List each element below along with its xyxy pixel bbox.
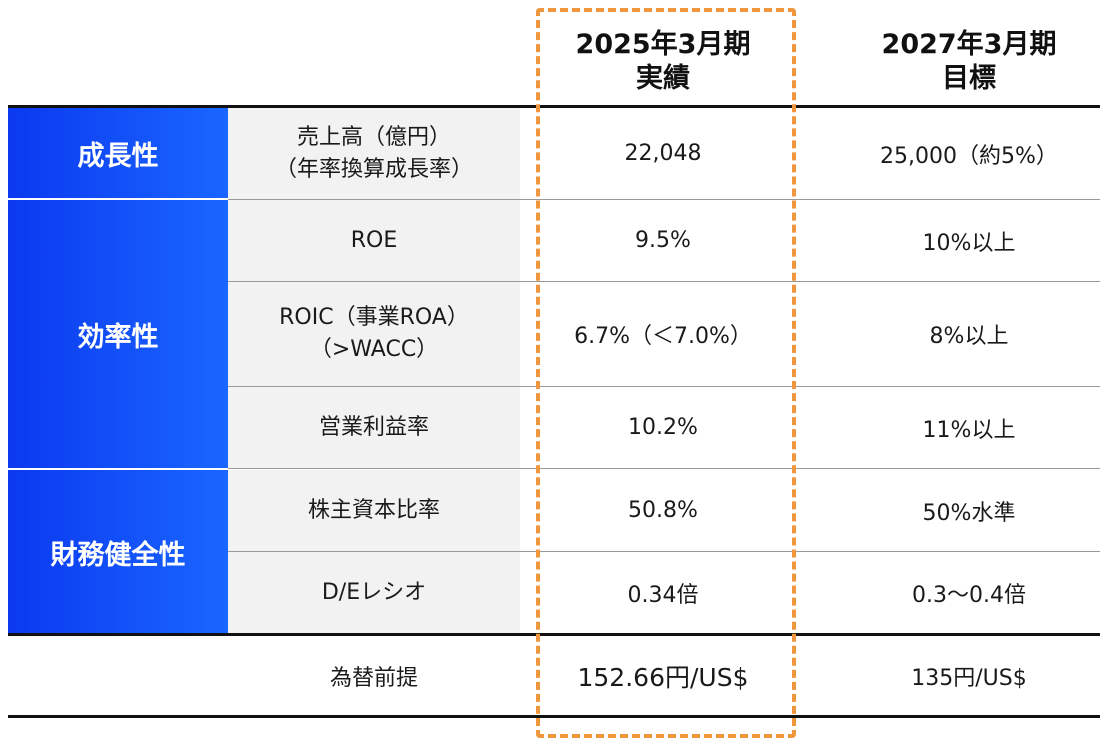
row-label-roe-line1: ROE xyxy=(350,227,398,253)
header-actual-label: 実績 xyxy=(636,63,690,94)
target-operating-margin: 11%以上 xyxy=(922,417,1016,443)
fx-target: 135円/US$ xyxy=(911,666,1027,691)
target-roic: 8%以上 xyxy=(929,324,1009,349)
row-label-sales-line2: （年率換算成長率） xyxy=(274,156,473,182)
header-actual-period: 2025年3月期 xyxy=(575,29,751,60)
target-roe: 10%以上 xyxy=(922,230,1016,256)
category-financial-health: 財務健全性 xyxy=(8,470,228,634)
header-divider xyxy=(8,105,1100,108)
header-target-label: 目標 xyxy=(942,63,996,94)
row-label-roic-line1: ROIC（事業ROA） xyxy=(279,305,469,330)
category-financial-health-label: 財務健全性 xyxy=(50,539,186,571)
row-label-operating-margin: 営業利益率 xyxy=(228,387,520,468)
row-divider xyxy=(228,551,1100,552)
row-divider xyxy=(228,199,1100,200)
table-bottom xyxy=(8,715,1100,718)
category-growth-label: 成長性 xyxy=(77,140,159,172)
table-body-bottom xyxy=(8,633,1100,636)
actual-roic: 6.7%（＜7.0%） xyxy=(574,324,752,349)
header-target-period: 2027年3月期 xyxy=(881,29,1057,60)
category-divider xyxy=(8,468,228,470)
actual-equity-ratio: 50.8% xyxy=(628,498,698,523)
row-divider xyxy=(228,281,1100,282)
row-label-operating-margin-line1: 営業利益率 xyxy=(318,414,429,440)
target-sales: 25,000（約5%） xyxy=(880,143,1058,169)
actual-de-ratio: 0.34倍 xyxy=(627,583,699,608)
actual-operating-margin: 10.2% xyxy=(628,415,698,440)
category-divider xyxy=(8,198,228,200)
row-label-sales-line1: 売上高（億円） xyxy=(296,124,451,150)
row-divider xyxy=(228,386,1100,387)
category-efficiency: 効率性 xyxy=(8,200,228,468)
row-label-equity-ratio-line1: 株主資本比率 xyxy=(307,497,440,523)
header-actual: 2025年3月期 実績 xyxy=(528,22,798,102)
row-label-equity-ratio: 株主資本比率 xyxy=(228,470,520,551)
row-divider xyxy=(228,468,1100,469)
category-efficiency-label: 効率性 xyxy=(77,321,159,353)
row-label-roic-line2: （>WACC） xyxy=(309,337,439,362)
target-equity-ratio: 50%水準 xyxy=(922,500,1016,526)
fx-actual: 152.66円/US$ xyxy=(577,663,749,692)
row-label-roe: ROE xyxy=(228,200,520,281)
row-label-sales: 売上高（億円） （年率換算成長率） xyxy=(228,108,520,199)
category-growth: 成長性 xyxy=(8,108,228,198)
row-label-de-ratio-line1: D/Eレシオ xyxy=(321,580,427,605)
actual-roe: 9.5% xyxy=(635,228,691,253)
actual-column-highlight xyxy=(536,8,796,738)
actual-sales: 22,048 xyxy=(624,141,702,166)
fx-label: 為替前提 xyxy=(329,666,418,691)
target-de-ratio: 0.3～0.4倍 xyxy=(912,583,1026,608)
row-label-de-ratio: D/Eレシオ xyxy=(228,552,520,634)
header-target: 2027年3月期 目標 xyxy=(838,22,1100,102)
row-label-roic: ROIC（事業ROA） （>WACC） xyxy=(228,282,520,386)
